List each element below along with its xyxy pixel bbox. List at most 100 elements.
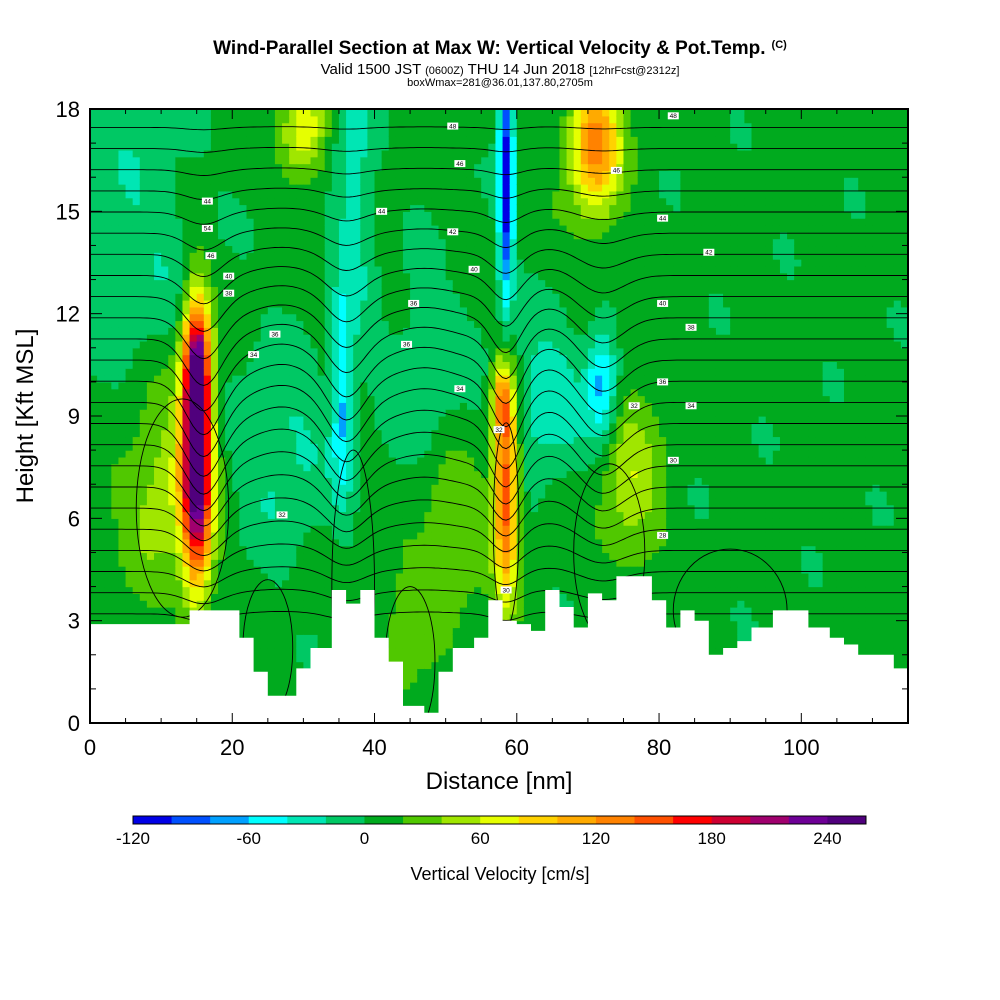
velocity-cell: [118, 149, 127, 158]
velocity-cell: [474, 627, 482, 635]
velocity-cell: [296, 129, 304, 137]
velocity-cell: [97, 259, 105, 267]
velocity-cell: [388, 354, 397, 363]
velocity-cell: [182, 354, 191, 363]
velocity-cell: [452, 184, 461, 192]
velocity-cell: [225, 197, 233, 206]
velocity-cell: [104, 320, 112, 328]
velocity-cell: [232, 115, 240, 124]
velocity-cell: [90, 402, 98, 410]
velocity-cell: [338, 184, 347, 192]
velocity-cell: [324, 511, 333, 519]
velocity-cell: [353, 259, 361, 267]
velocity-cell: [175, 586, 184, 594]
velocity-cell: [338, 204, 347, 212]
velocity-cell: [196, 306, 205, 315]
velocity-cell: [111, 463, 120, 472]
velocity-cell: [154, 538, 162, 547]
velocity-cell: [310, 436, 319, 444]
velocity-cell: [118, 497, 127, 506]
velocity-cell: [125, 279, 134, 287]
velocity-cell: [253, 566, 262, 574]
velocity-cell: [267, 668, 276, 676]
velocity-cell: [310, 149, 319, 158]
velocity-cell: [410, 668, 418, 676]
velocity-cell: [381, 156, 390, 165]
velocity-cell: [111, 143, 120, 151]
velocity-cell: [161, 613, 169, 622]
velocity-cell: [182, 129, 191, 137]
velocity-cell: [246, 265, 255, 274]
velocity-cell: [175, 184, 184, 192]
velocity-cell: [161, 497, 169, 506]
velocity-cell: [267, 504, 276, 513]
velocity-cell: [459, 347, 468, 356]
velocity-cell: [189, 600, 198, 608]
velocity-cell: [154, 402, 162, 410]
velocity-cell: [324, 456, 333, 465]
velocity-cell: [431, 552, 440, 560]
velocity-cell: [410, 450, 418, 458]
velocity-cell: [210, 136, 219, 144]
velocity-cell: [246, 177, 255, 185]
velocity-cell: [225, 177, 233, 185]
velocity-cell: [289, 627, 297, 635]
velocity-cell: [90, 122, 98, 131]
velocity-cell: [417, 156, 425, 165]
velocity-cell: [388, 647, 397, 656]
velocity-cell: [111, 354, 120, 363]
velocity-cell: [431, 477, 440, 485]
velocity-cell: [431, 361, 440, 369]
velocity-cell: [161, 381, 169, 390]
velocity-cell: [218, 463, 226, 472]
velocity-cell: [146, 491, 155, 499]
velocity-cell: [267, 265, 276, 274]
velocity-cell: [424, 204, 433, 212]
velocity-cell: [218, 531, 226, 540]
velocity-cell: [196, 443, 205, 451]
velocity-cell: [367, 545, 376, 554]
velocity-cell: [360, 559, 369, 567]
velocity-cell: [317, 593, 326, 601]
velocity-cell: [267, 470, 276, 478]
velocity-cell: [459, 149, 468, 158]
velocity-cell: [225, 334, 233, 342]
velocity-cell: [111, 422, 120, 431]
velocity-cell: [324, 177, 333, 185]
velocity-cell: [218, 313, 226, 322]
velocity-cell: [182, 607, 191, 615]
velocity-cell: [324, 279, 333, 287]
velocity-cell: [459, 422, 468, 431]
velocity-cell: [367, 388, 376, 397]
velocity-cell: [97, 218, 105, 226]
velocity-cell: [466, 422, 475, 431]
velocity-cell: [146, 607, 155, 615]
velocity-cell: [168, 477, 176, 485]
velocity-cell: [289, 177, 297, 185]
velocity-cell: [424, 436, 433, 444]
velocity-cell: [225, 340, 233, 349]
velocity-cell: [402, 531, 411, 540]
velocity-cell: [146, 593, 155, 601]
velocity-cell: [374, 306, 383, 315]
velocity-cell: [182, 334, 191, 342]
velocity-cell: [111, 429, 120, 438]
velocity-cell: [253, 115, 262, 124]
velocity-cell: [310, 613, 319, 622]
velocity-cell: [239, 559, 248, 567]
velocity-cell: [452, 197, 461, 206]
velocity-cell: [246, 463, 255, 472]
velocity-cell: [466, 463, 475, 472]
velocity-cell: [253, 368, 262, 376]
velocity-cell: [104, 368, 112, 376]
velocity-cell: [402, 354, 411, 363]
velocity-cell: [104, 122, 112, 131]
velocity-cell: [395, 293, 404, 301]
velocity-cell: [296, 334, 304, 342]
velocity-cell: [118, 170, 127, 178]
velocity-cell: [317, 613, 326, 622]
velocity-cell: [246, 204, 255, 212]
velocity-cell: [118, 470, 127, 478]
velocity-cell: [182, 566, 191, 574]
velocity-cell: [424, 695, 433, 704]
